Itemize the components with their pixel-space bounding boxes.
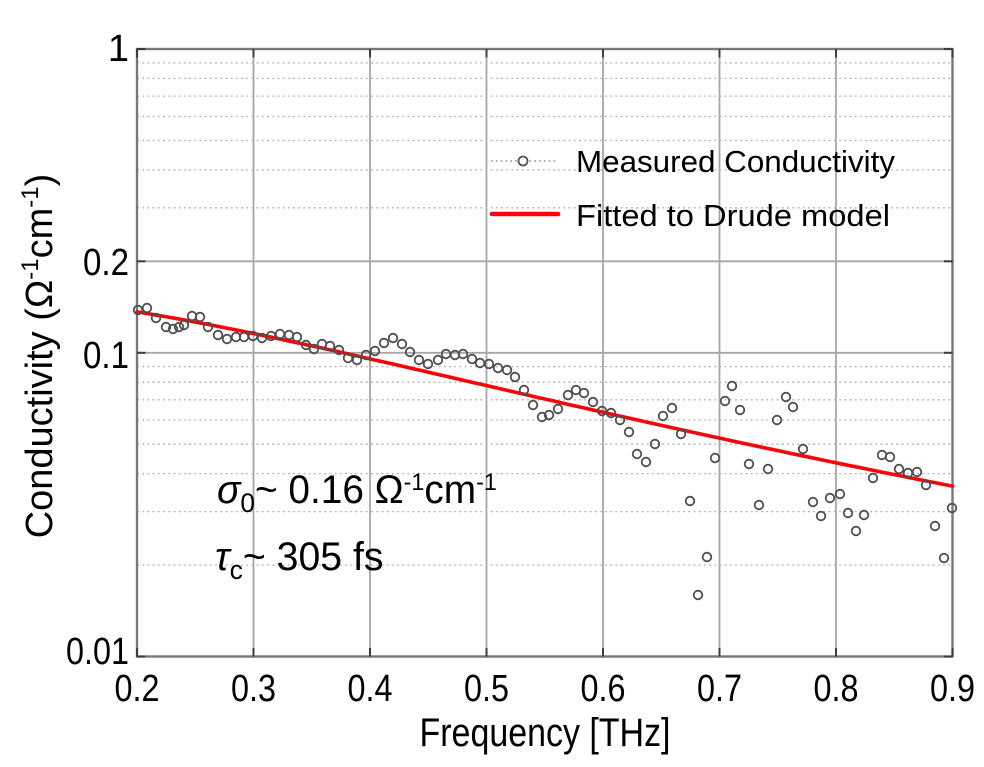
svg-text:Fitted to Drude model: Fitted to Drude model xyxy=(576,198,890,233)
svg-text:0.01: 0.01 xyxy=(66,631,129,673)
svg-text:σ0~ 0.16 Ω-1cm-1: σ0~ 0.16 Ω-1cm-1 xyxy=(217,467,497,518)
svg-text:0.9: 0.9 xyxy=(930,668,975,710)
svg-text:Frequency [THz]: Frequency [THz] xyxy=(420,711,671,755)
svg-text:Measured Conductivity: Measured Conductivity xyxy=(576,144,895,179)
svg-text:1: 1 xyxy=(108,28,129,70)
svg-text:0.7: 0.7 xyxy=(697,668,742,710)
svg-text:0.1: 0.1 xyxy=(83,335,129,377)
svg-text:τc~ 305 fs: τc~ 305 fs xyxy=(215,535,383,585)
svg-text:0.4: 0.4 xyxy=(348,668,393,710)
svg-text:Conductivity (Ω-1cm-1): Conductivity (Ω-1cm-1) xyxy=(17,174,61,539)
svg-text:0.8: 0.8 xyxy=(814,668,859,710)
svg-text:0.2: 0.2 xyxy=(83,242,129,284)
svg-text:0.2: 0.2 xyxy=(115,668,160,710)
svg-text:0.5: 0.5 xyxy=(464,668,509,710)
svg-text:0.6: 0.6 xyxy=(581,668,626,710)
svg-text:0.3: 0.3 xyxy=(231,668,276,710)
